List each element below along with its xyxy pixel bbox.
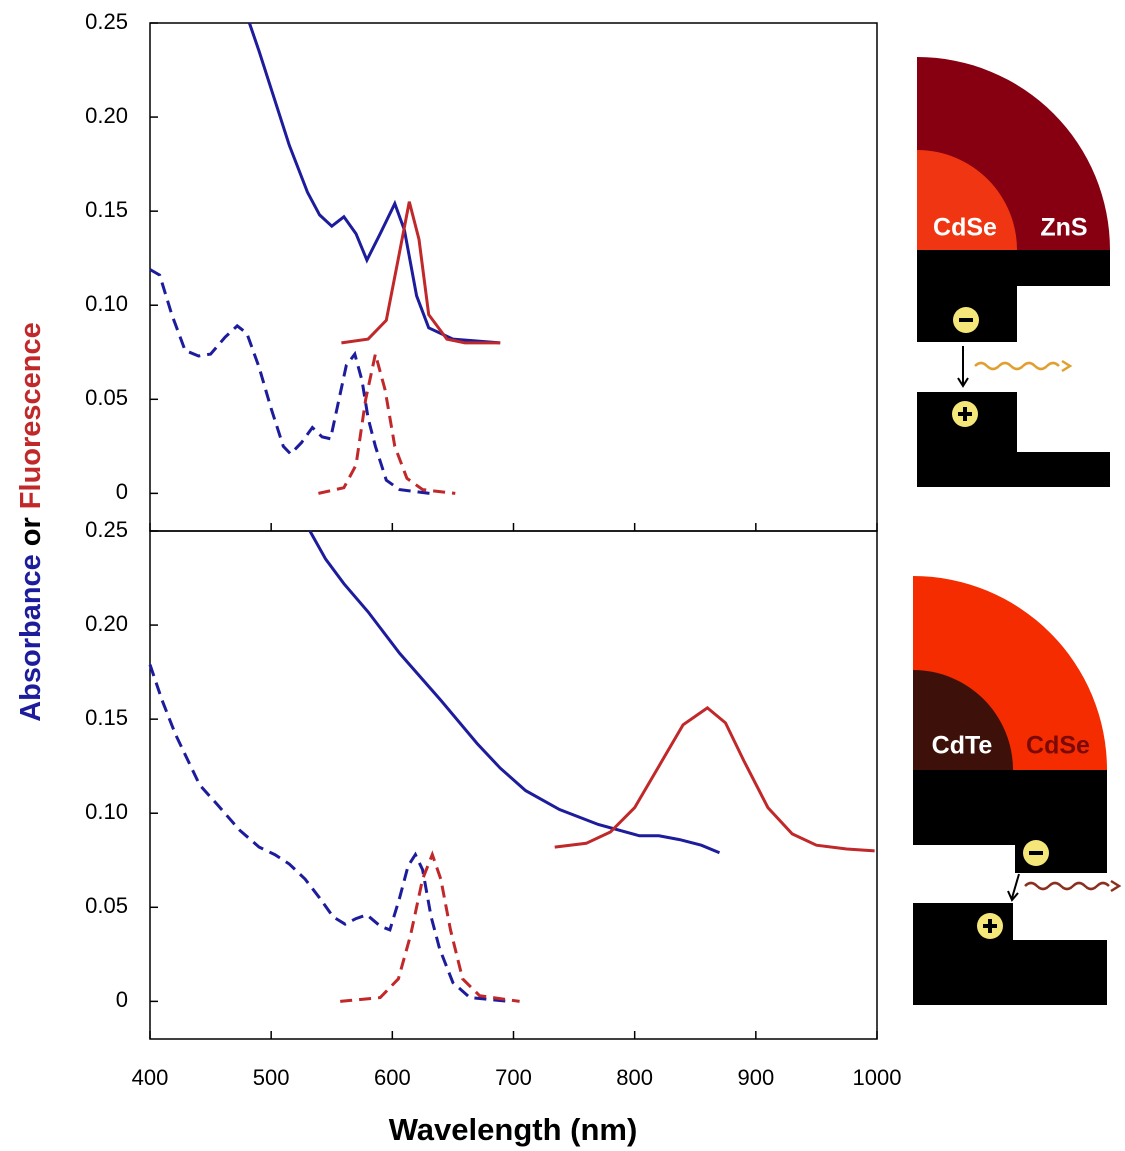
core [917,150,1017,250]
x-tick-label: 700 [495,1065,532,1090]
plus [963,407,967,421]
diagram-label: CdTe [932,732,993,760]
arrow [1007,873,1020,902]
line [247,22,501,345]
diagram-label: ZnS [1040,214,1087,242]
y-tick-label: 0.10 [85,291,128,316]
plot-frame [149,22,878,532]
diagram-bottom: CdTe CdSe [913,576,1122,1005]
y-tick-label: 0.10 [85,799,128,824]
line [148,664,511,1003]
y-tick-label: 0 [116,479,128,504]
y-tick-label: 0.25 [85,517,128,542]
emission [1024,879,1122,893]
conduction-band [913,770,1107,873]
y-axis-label: Absorbance or Fluorescence [15,322,47,722]
line [554,706,875,853]
x-tick-label: 1000 [853,1065,902,1090]
diagram-label: CdSe [933,214,997,242]
arrow [957,346,969,388]
line [341,201,501,345]
valence-band [913,903,1107,1005]
core [913,670,1013,770]
x-axis-label: Wavelength (nm) [389,1112,638,1147]
minus [1029,851,1043,855]
x-tick-label: 900 [737,1065,774,1090]
line [308,530,721,855]
conduction-band [917,250,1110,342]
x-tick-label: 400 [132,1065,169,1090]
line [318,353,456,495]
x-tick-label: 500 [253,1065,290,1090]
diagram-top: CdSe ZnS [917,57,1110,487]
y-label-part: or [15,517,47,546]
y-tick-label: 0.05 [85,893,128,918]
y-tick-label: 0.20 [85,103,128,128]
y-tick-label: 0 [116,987,128,1012]
plot-frame [149,530,878,1040]
emission [974,359,1073,373]
diagram-label: CdSe [1026,732,1090,760]
plus [988,919,992,933]
x-tick-label: 600 [374,1065,411,1090]
y-label-part: Absorbance [15,554,47,722]
y-label-part: Fluorescence [15,322,47,509]
line [340,850,520,1003]
x-tick-label: 800 [616,1065,653,1090]
minus [959,318,973,322]
y-tick-label: 0.05 [85,385,128,410]
valence-band [917,392,1110,487]
y-tick-label: 0.15 [85,705,128,730]
line [149,268,431,495]
y-tick-label: 0.25 [85,9,128,34]
y-tick-label: 0.15 [85,197,128,222]
y-tick-label: 0.20 [85,611,128,636]
